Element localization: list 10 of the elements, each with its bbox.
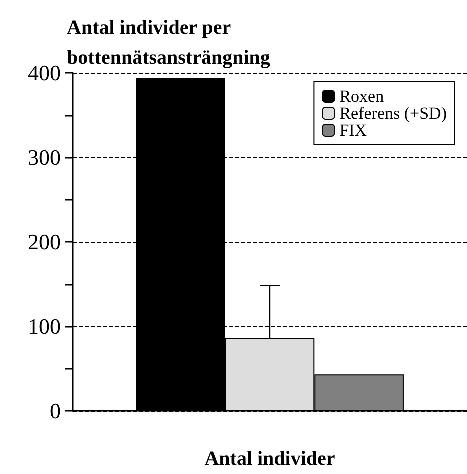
y-tick-label: 400 (28, 60, 61, 86)
chart-title: Antal individer per bottennätsansträngning (67, 17, 270, 69)
legend-label: Referens (+SD) (340, 104, 448, 123)
y-tick-label: 300 (28, 145, 61, 170)
legend-label: FIX (340, 121, 368, 140)
y-tick-label: 100 (28, 314, 61, 339)
y-tick-label: 200 (28, 230, 61, 254)
y-tick-label: 0 (50, 398, 61, 424)
legend-label: Roxen (340, 87, 385, 106)
x-axis-title: Antal individer (204, 448, 336, 470)
